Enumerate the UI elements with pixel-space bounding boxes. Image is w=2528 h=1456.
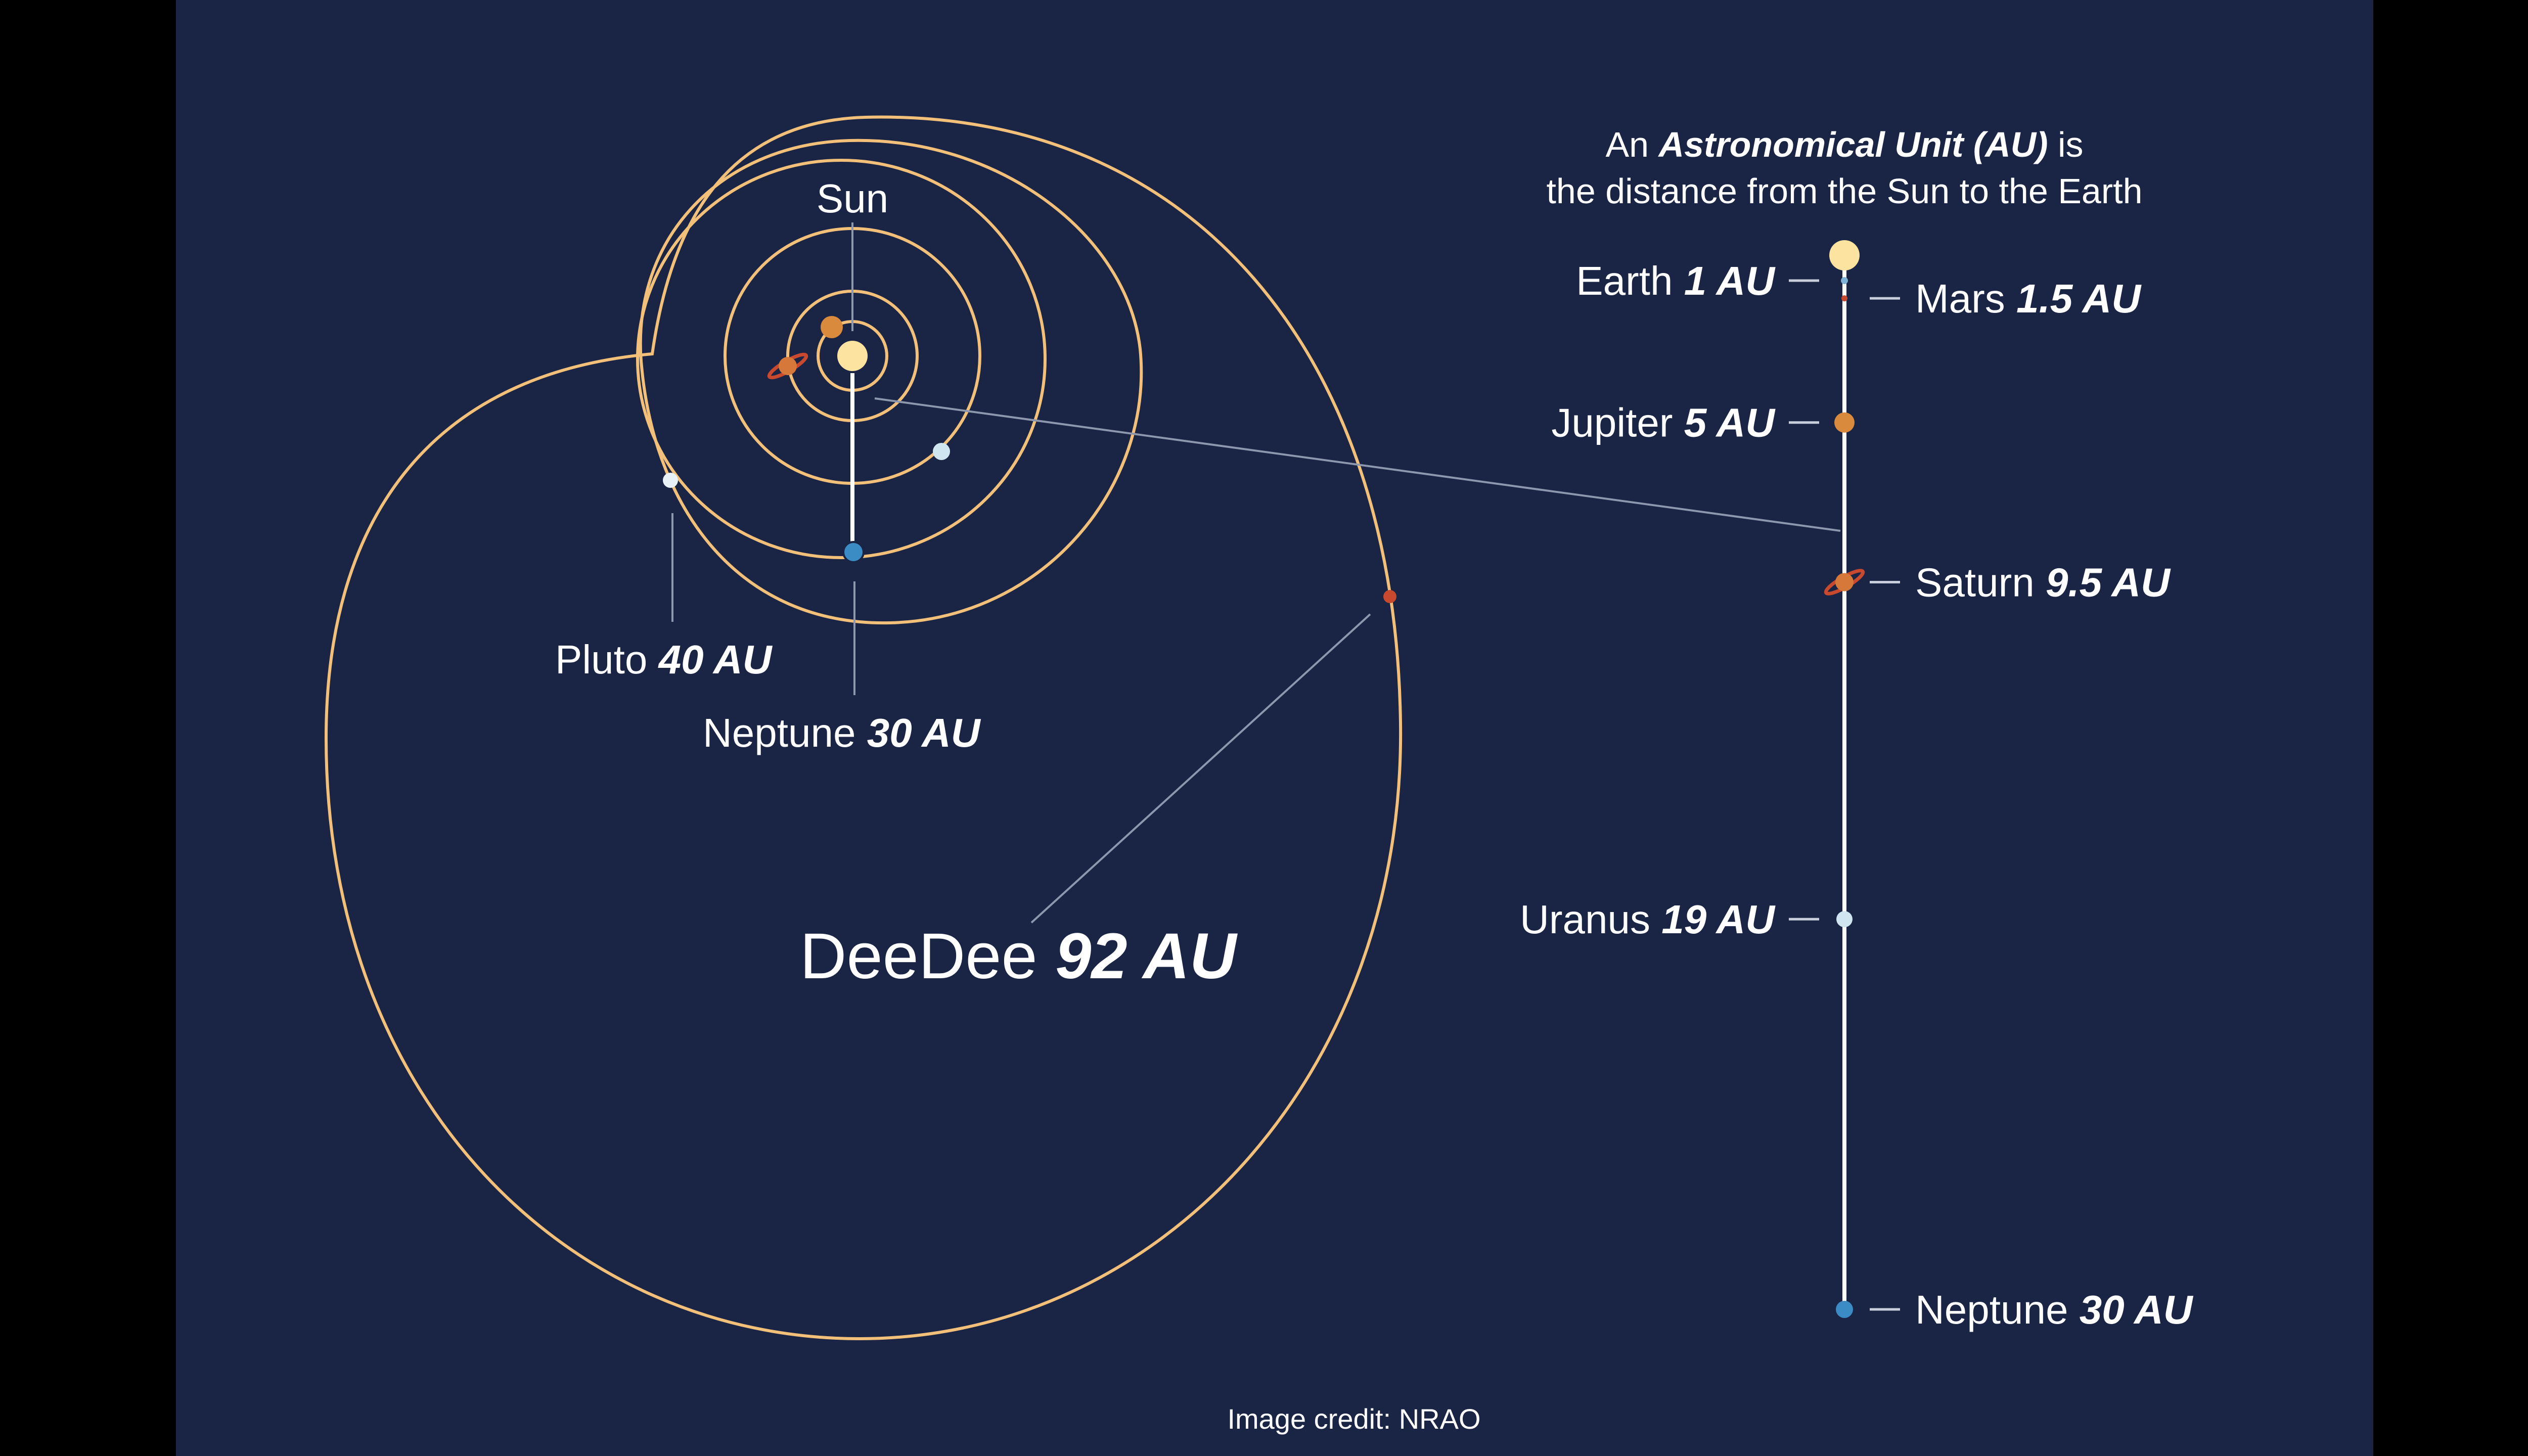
neptune-orbit-marker — [842, 541, 865, 563]
scale-uranus-label: Uranus 19 AU — [1520, 897, 1776, 942]
image-credit: Image credit: NRAO — [1227, 1403, 1480, 1435]
jupiter-orbit-marker — [821, 316, 843, 338]
scale-uranus-icon — [1836, 911, 1853, 928]
au-scale-marks: Earth 1 AU Mars 1.5 AU Jupiter 5 AU Saturn … — [1520, 258, 2194, 1332]
diagram-panel — [176, 0, 2373, 1456]
pluto-orbit-marker — [663, 473, 678, 488]
leader-lines — [671, 222, 1841, 924]
scale-sun-icon — [1829, 240, 1860, 270]
scale-saturn-label: Saturn 9.5 AU — [1915, 560, 2171, 605]
sun-icon — [837, 341, 868, 371]
orbit-uranus — [636, 159, 1047, 559]
au-definition-line-1: An Astronomical Unit (AU) is — [1605, 125, 2083, 164]
scale-neptune-label: Neptune 30 AU — [1915, 1287, 2194, 1332]
scale-earth-label: Earth 1 AU — [1576, 258, 1776, 303]
pluto-label: Pluto 40 AU — [555, 637, 773, 682]
scale-jupiter-label: Jupiter 5 AU — [1551, 400, 1776, 445]
neptune-diagram-label: Neptune 30 AU — [703, 710, 981, 755]
orbit-pluto — [639, 139, 1143, 625]
deedee-leader — [1030, 613, 1371, 924]
scale-jupiter-icon — [1834, 412, 1855, 433]
uranus-orbit-marker — [933, 443, 950, 460]
deedee-label: DeeDee 92 AU — [800, 920, 1238, 992]
au-definition-line-2: the distance from the Sun to the Earth — [1546, 171, 2142, 211]
saturn-orbit-marker — [767, 352, 808, 380]
scale-mars-icon — [1841, 295, 1847, 302]
scale-earth-icon — [1841, 277, 1848, 285]
deedee-orbit-marker — [1383, 590, 1396, 603]
orbit-deedee — [324, 115, 1403, 1341]
scale-mars-label: Mars 1.5 AU — [1915, 276, 2142, 321]
scale-neptune-icon — [1836, 1301, 1853, 1318]
sun-label: Sun — [817, 176, 888, 221]
zoom-connector — [874, 397, 1841, 532]
scale-saturn-icon — [1824, 569, 1865, 596]
